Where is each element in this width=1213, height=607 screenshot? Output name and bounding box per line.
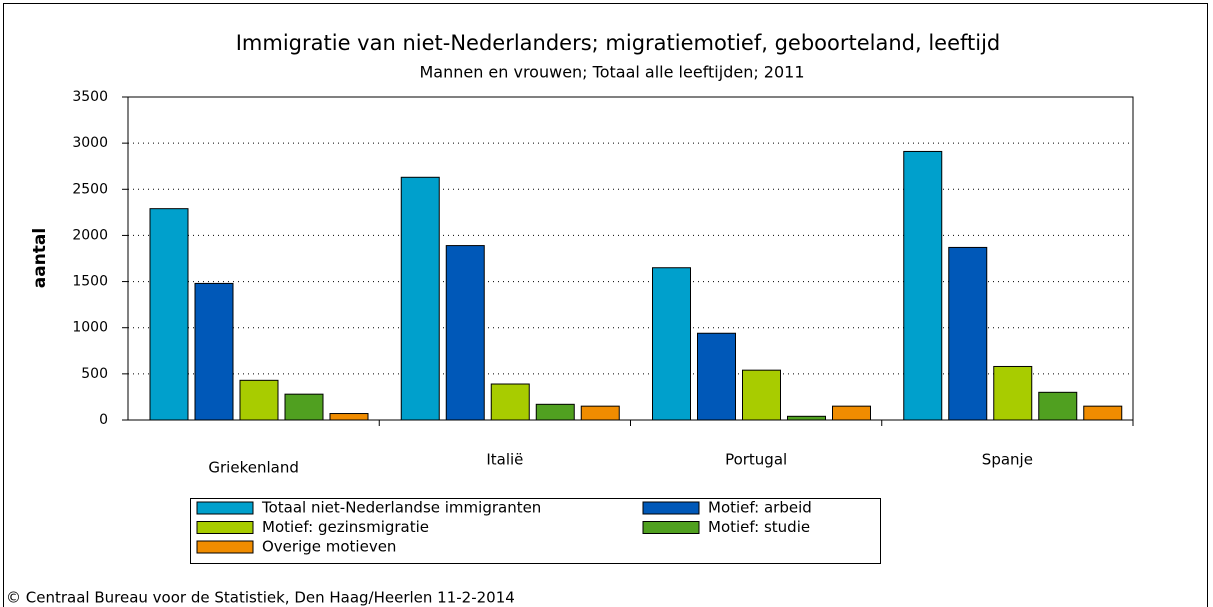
bar — [1083, 405, 1123, 421]
bar — [832, 405, 871, 421]
bar — [580, 405, 620, 421]
chart-subtitle: Mannen en vrouwen; Totaal alle leeftijde… — [419, 63, 804, 82]
frame — [3, 3, 1208, 607]
y-tick-label: 1500 — [72, 274, 108, 290]
bar — [787, 415, 826, 421]
bar — [194, 282, 234, 421]
x-tick-label: Griekenland — [208, 459, 298, 477]
bar — [445, 245, 485, 421]
y-tick-label: 1000 — [72, 320, 108, 336]
bar — [697, 332, 736, 421]
legend-label: Motief: studie — [708, 518, 810, 536]
legend-label: Motief: gezinsmigratie — [262, 518, 429, 536]
bar — [329, 413, 369, 421]
y-axis-label: aantal — [30, 228, 50, 288]
legend-swatch — [642, 501, 700, 515]
bar — [903, 150, 943, 421]
legend-label: Totaal niet-Nederlandse immigranten — [261, 499, 541, 517]
legend-label: Overige motieven — [262, 538, 396, 556]
y-tick-label: 0 — [99, 412, 108, 428]
plot-frame — [127, 96, 1134, 420]
chart-title: Immigratie van niet-Nederlanders; migrat… — [236, 31, 1001, 55]
bar — [400, 176, 440, 421]
bar — [490, 383, 530, 421]
y-tick-label: 3500 — [72, 89, 108, 105]
bar — [1038, 391, 1078, 421]
y-tick-label: 500 — [81, 366, 108, 382]
legend-swatch — [642, 521, 700, 534]
legend-swatch — [196, 540, 254, 554]
y-tick-label: 3000 — [72, 135, 108, 151]
legend-box — [190, 498, 881, 564]
bar — [742, 369, 781, 421]
bar — [149, 208, 189, 421]
bar — [993, 365, 1033, 421]
x-tick-label: Italië — [486, 451, 523, 469]
footer: © Centraal Bureau voor de Statistiek, De… — [6, 589, 515, 607]
bar — [239, 379, 279, 421]
legend-swatch — [196, 501, 254, 515]
legend-swatch — [196, 521, 254, 534]
bar — [535, 403, 575, 421]
bar — [948, 246, 988, 421]
x-tick-label: Portugal — [725, 451, 787, 469]
y-tick-label: 2000 — [72, 227, 108, 243]
y-tick-label: 2500 — [72, 181, 108, 197]
x-tick-label: Spanje — [982, 451, 1033, 469]
bar — [652, 267, 691, 421]
legend-label: Motief: arbeid — [708, 499, 812, 517]
bar — [284, 393, 324, 421]
